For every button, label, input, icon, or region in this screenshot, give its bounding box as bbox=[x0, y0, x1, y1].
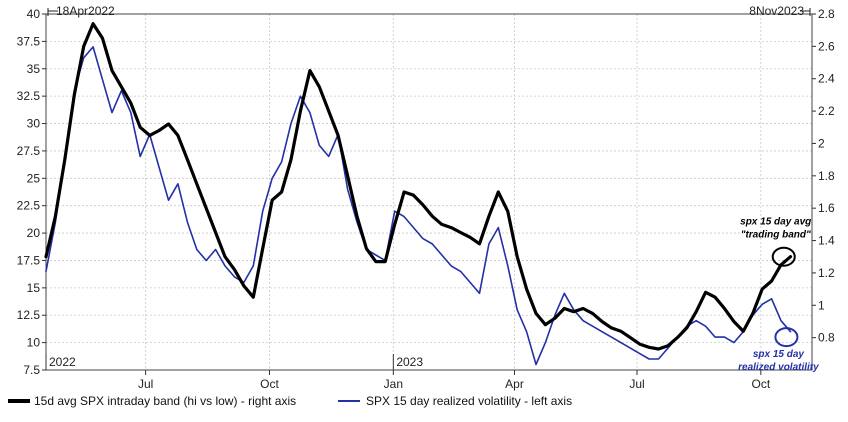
left-tick-label: 32.5 bbox=[17, 89, 41, 103]
left-tick-label: 35 bbox=[27, 62, 41, 76]
right-tick-label: 2.2 bbox=[818, 104, 835, 118]
right-tick-label: 1.4 bbox=[818, 234, 835, 248]
left-tick-label: 37.5 bbox=[17, 34, 41, 48]
series-line-realized-volatility bbox=[45, 46, 792, 366]
date-range-start-label: 18Apr2022 bbox=[56, 4, 115, 18]
left-tick-label: 10 bbox=[27, 336, 41, 350]
left-tick-label: 15 bbox=[27, 281, 41, 295]
legend-label-realized: SPX 15 day realized volatility - left ax… bbox=[366, 394, 572, 408]
x-tick-label: Jan bbox=[384, 377, 403, 391]
date-range-start: 18Apr2022 bbox=[47, 4, 115, 18]
left-tick-label: 30 bbox=[27, 117, 41, 131]
left-tick-label: 40 bbox=[27, 7, 41, 21]
grid bbox=[46, 13, 812, 371]
right-tick-label: 1.8 bbox=[818, 169, 835, 183]
year-label: 2023 bbox=[396, 355, 423, 369]
right-tick-label: 0.8 bbox=[818, 331, 835, 345]
realized-vol-annotation-text: realized volatility bbox=[738, 362, 819, 373]
year-label: 2022 bbox=[49, 355, 76, 369]
x-tick-label: Jul bbox=[138, 377, 153, 391]
x-tick-label: Oct bbox=[260, 377, 279, 391]
left-tick-label: 20 bbox=[27, 226, 41, 240]
right-tick-label: 2 bbox=[818, 136, 825, 150]
x-tick-label: Oct bbox=[752, 377, 771, 391]
plot-frame bbox=[45, 13, 813, 371]
legend: 15d avg SPX intraday band (hi vs low) - … bbox=[8, 394, 572, 408]
x-axis-ticks: Jul Oct Jan Apr Jul Oct 2022 2023 bbox=[45, 354, 771, 391]
left-tick-label: 22.5 bbox=[17, 199, 41, 213]
annotations: spx 15 day avg "trading band" spx 15 day re… bbox=[738, 217, 819, 373]
trading-band-annotation-text: "trading band" bbox=[741, 230, 811, 241]
trading-band-marker-circle bbox=[771, 246, 796, 267]
left-tick-label: 12.5 bbox=[17, 308, 41, 322]
date-range-end: 8Nov2023 bbox=[749, 4, 811, 18]
right-tick-label: 1.6 bbox=[818, 201, 835, 215]
right-tick-label: 2.4 bbox=[818, 72, 835, 86]
date-range-end-label: 8Nov2023 bbox=[749, 4, 804, 18]
realized-vol-annotation-text: spx 15 day bbox=[753, 349, 805, 360]
realized-vol-marker-circle bbox=[774, 327, 799, 348]
right-tick-label: 1 bbox=[818, 298, 825, 312]
left-tick-label: 27.5 bbox=[17, 144, 41, 158]
right-axis-ticks: 0.8 1 1.2 1.4 1.6 1.8 2 2.2 2.4 2.6 2.8 bbox=[812, 7, 835, 345]
left-tick-label: 17.5 bbox=[17, 253, 41, 267]
right-tick-label: 1.2 bbox=[818, 266, 835, 280]
right-tick-label: 2.6 bbox=[818, 39, 835, 53]
legend-label-band: 15d avg SPX intraday band (hi vs low) - … bbox=[34, 394, 296, 408]
series-line-trading-band bbox=[44, 22, 793, 351]
left-tick-label: 25 bbox=[27, 171, 41, 185]
left-axis-ticks: 7.5 10 12.5 15 17.5 20 22.5 25 27.5 30 32.5 35 37.5 4… bbox=[17, 7, 46, 377]
left-tick-label: 7.5 bbox=[23, 363, 40, 377]
series-lines bbox=[44, 22, 793, 366]
x-tick-label: Apr bbox=[505, 377, 524, 391]
x-tick-label: Jul bbox=[629, 377, 644, 391]
trading-band-annotation-text: spx 15 day avg bbox=[740, 217, 811, 228]
right-tick-label: 2.8 bbox=[818, 7, 835, 21]
